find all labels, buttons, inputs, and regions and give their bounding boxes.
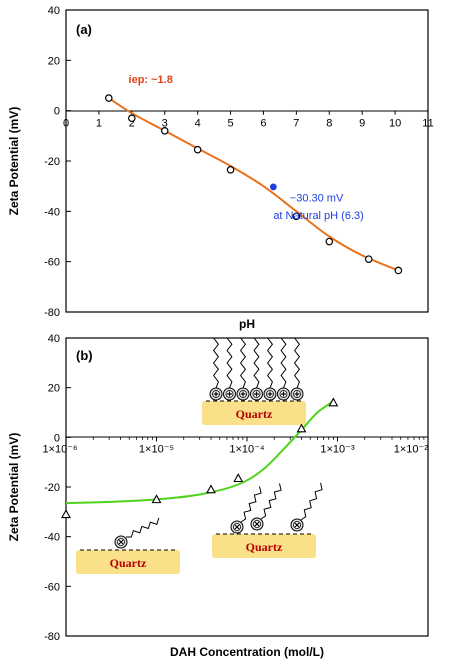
panel-a-y-tick-label: -40 xyxy=(44,206,60,218)
circled-plus-molecule-icon xyxy=(290,387,304,401)
panel-b-label: (b) xyxy=(76,348,93,363)
panel-a-x-tick-label: 2 xyxy=(129,118,135,130)
panel-a-y-tick-label: -80 xyxy=(44,307,60,319)
quartz-slab xyxy=(212,534,316,558)
panel-a: 40 20 0 -20 -40 -60 -80 0 1 2 3 4 5 6 7 8 9 10 11 (a) iep… xyxy=(7,5,434,331)
natural-ph-label-annotation: at Natural pH (6.3) xyxy=(273,210,363,222)
circled-plus-molecule-icon xyxy=(223,387,236,401)
circled-x-molecule-icon xyxy=(290,518,304,532)
alkyl-chain xyxy=(212,337,220,389)
panel-b-fit-curve xyxy=(65,400,334,505)
panel-a-x-tick-label: 10 xyxy=(389,118,401,130)
panel-b-y-tick-label: -80 xyxy=(44,631,60,643)
panel-a-frame xyxy=(65,9,429,313)
panel-b-data-point xyxy=(151,494,162,504)
panel-b-data-point xyxy=(206,484,216,494)
circled-plus-molecule-icon xyxy=(236,387,250,401)
circled-x-molecule-icon xyxy=(114,535,128,549)
panel-a-x-tick-label: 0 xyxy=(63,118,69,130)
panel-b-y-tick-label: -20 xyxy=(44,482,60,494)
panel-b-x-tick-label: 1×10⁻² xyxy=(394,443,429,455)
alkyl-chain xyxy=(239,337,247,389)
panel-a-data-point xyxy=(104,94,113,102)
panel-b-frame xyxy=(65,337,429,637)
panel-a-data-point xyxy=(364,255,373,263)
panel-a-data-point xyxy=(292,212,301,221)
panel-a-data-point xyxy=(160,127,169,135)
panel-a-x-tick-label: 11 xyxy=(422,118,433,130)
panel-a-y-tick-label: -60 xyxy=(44,257,60,269)
panel-a-x-tick-label: 5 xyxy=(227,118,233,130)
panel-a-x-tick-label: 3 xyxy=(162,118,168,130)
panel-a-fit-curve xyxy=(108,97,399,272)
panel-a-y-tick-label: 20 xyxy=(48,55,60,67)
panel-a-data-point xyxy=(128,114,136,123)
circled-plus-molecule-icon xyxy=(263,387,277,401)
circled-x-molecule-icon xyxy=(230,520,244,534)
natural-ph-value-annotation: −30.30 mV xyxy=(290,192,344,204)
panel-b-data-point xyxy=(61,509,71,519)
circled-plus-molecule-icon xyxy=(277,387,290,401)
panel-b-x-tick-label: 1×10⁻⁵ xyxy=(139,443,174,455)
panel-b-y-tick-label: 40 xyxy=(48,333,60,345)
alkyl-chain xyxy=(300,482,323,521)
alkyl-chain xyxy=(253,337,260,389)
iep-annotation: iep: ~1.8 xyxy=(129,74,173,86)
panel-b-x-tick-label: 1×10⁻⁶ xyxy=(42,443,77,455)
panel-b-x-tick-label: 1×10⁻⁴ xyxy=(229,443,265,455)
panel-b-x-axis-label: DAH Concentration (mol/L) xyxy=(170,645,324,659)
panel-b-y-tick-label: -40 xyxy=(44,532,60,544)
panel-a-x-tick-label: 7 xyxy=(293,118,299,130)
alkyl-chain xyxy=(260,483,282,520)
panel-a-x-tick-label: 4 xyxy=(195,118,201,130)
circled-plus-molecule-icon xyxy=(250,387,263,401)
panel-a-x-tick-label: 1 xyxy=(96,118,102,130)
panel-a-x-tick-label: 6 xyxy=(260,118,266,130)
alkyl-chain xyxy=(280,337,287,389)
panel-a-data-point xyxy=(226,166,235,174)
panel-a-data-point xyxy=(394,266,403,275)
quartz-slab xyxy=(202,401,306,425)
panel-b-data-point xyxy=(296,423,307,433)
panel-a-data-point xyxy=(193,145,202,154)
alkyl-chain xyxy=(293,337,301,389)
quartz-inset-top: Quartz xyxy=(202,337,306,425)
alkyl-chain xyxy=(266,337,274,389)
quartz-inset-left: Quartz xyxy=(76,517,180,574)
quartz-label: Quartz xyxy=(246,540,283,554)
quartz-label: Quartz xyxy=(110,556,147,570)
circled-plus-molecule-icon xyxy=(209,387,223,401)
panel-a-x-tick-label: 8 xyxy=(326,118,332,130)
panel-b-y-tick-label: -60 xyxy=(44,581,60,593)
panel-a-y-axis-label: Zeta Potential (mV) xyxy=(7,107,21,216)
panel-b-data-point xyxy=(328,397,339,407)
panel-b-y-tick-label: 20 xyxy=(48,383,60,395)
quartz-label: Quartz xyxy=(236,407,273,421)
panel-a-y-tick-label: 40 xyxy=(48,5,60,17)
panel-b-x-tick-label: 1×10⁻³ xyxy=(320,443,355,455)
panel-b-data-point xyxy=(233,473,244,483)
panel-a-y-tick-label: 0 xyxy=(54,106,60,118)
quartz-inset-right: Quartz xyxy=(212,482,323,558)
natural-ph-point xyxy=(269,183,277,191)
alkyl-chain xyxy=(226,337,233,389)
panel-a-data-point xyxy=(325,237,334,246)
panel-a-y-tick-label: -20 xyxy=(44,156,60,168)
circled-x-molecule-icon xyxy=(250,517,264,531)
panel-b-y-tick-label: 0 xyxy=(54,432,60,444)
panel-a-x-axis-label: pH xyxy=(239,317,255,331)
panel-a-label: (a) xyxy=(76,22,92,37)
panel-b: 40 20 0 -20 -40 -60 -80 1×10⁻⁶ 1×10⁻⁵ 1×10⁻⁴ 1×10… xyxy=(7,333,429,659)
panel-a-x-tick-label: 9 xyxy=(359,118,365,130)
alkyl-chain xyxy=(240,486,262,523)
alkyl-chain xyxy=(126,517,160,538)
panel-b-y-axis-label: Zeta Potential (mV) xyxy=(7,433,21,542)
quartz-slab xyxy=(76,550,180,574)
